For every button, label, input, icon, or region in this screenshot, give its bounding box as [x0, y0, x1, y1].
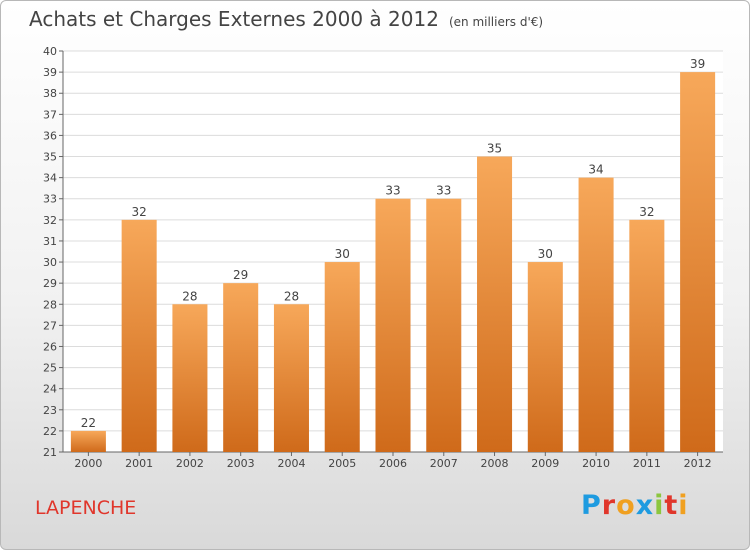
logo-letter: x: [635, 490, 655, 521]
y-tick-label: 25: [43, 362, 57, 375]
y-tick-label: 34: [43, 172, 57, 185]
x-tick-label: 2002: [176, 457, 204, 470]
bar: [70, 430, 106, 452]
x-tick-label: 2006: [379, 457, 407, 470]
logo-letter: r: [601, 490, 617, 521]
y-tick-label: 31: [43, 235, 57, 248]
x-tick-label: 2005: [328, 457, 356, 470]
bar-value-label: 34: [588, 163, 603, 177]
bar-value-label: 33: [385, 184, 400, 198]
x-tick-label: 2012: [684, 457, 712, 470]
x-tick-label: 2001: [125, 457, 153, 470]
y-tick-label: 38: [43, 87, 57, 100]
y-tick-label: 29: [43, 277, 57, 290]
x-tick-label: 2011: [633, 457, 661, 470]
logo-letter: o: [616, 490, 636, 521]
bar: [375, 198, 411, 452]
x-tick-label: 2004: [277, 457, 305, 470]
y-tick-label: 23: [43, 404, 57, 417]
logo-letter: i: [678, 490, 689, 521]
bar: [578, 177, 614, 452]
bar-value-label: 28: [284, 289, 299, 303]
logo-letter: i: [654, 490, 665, 521]
bar: [426, 198, 462, 452]
bar: [121, 219, 157, 452]
x-tick-label: 2007: [430, 457, 458, 470]
bar: [273, 304, 309, 452]
bar-value-label: 30: [538, 247, 553, 261]
bar: [223, 283, 259, 452]
bar-value-label: 22: [81, 416, 96, 430]
logo-letter: t: [664, 490, 679, 521]
chart-title: Achats et Charges Externes 2000 à 2012 (e…: [29, 7, 543, 31]
y-tick-label: 28: [43, 298, 57, 311]
place-name: LAPENCHE: [35, 497, 137, 519]
y-tick-label: 37: [43, 108, 57, 121]
bar-value-label: 28: [182, 289, 197, 303]
proxiti-logo: Proxiti: [581, 490, 689, 521]
bar: [527, 262, 563, 452]
y-tick-label: 39: [43, 66, 57, 79]
bar-value-label: 30: [335, 247, 350, 261]
x-tick-label: 2008: [481, 457, 509, 470]
logo-letter: P: [581, 490, 602, 521]
y-tick-label: 21: [43, 446, 57, 459]
y-tick-label: 26: [43, 340, 57, 353]
x-tick-label: 2003: [227, 457, 255, 470]
bar-value-label: 33: [436, 184, 451, 198]
x-tick-label: 2000: [74, 457, 102, 470]
bar: [324, 262, 360, 452]
y-tick-label: 32: [43, 214, 57, 227]
bar-value-label: 39: [690, 57, 705, 71]
bar: [172, 304, 208, 452]
bar-value-label: 32: [639, 205, 654, 219]
bar-value-label: 29: [233, 268, 248, 282]
bar-value-label: 35: [487, 142, 502, 156]
y-tick-label: 27: [43, 319, 57, 332]
bar: [477, 156, 513, 453]
y-tick-label: 24: [43, 383, 57, 396]
y-tick-label: 36: [43, 129, 57, 142]
y-tick-label: 30: [43, 256, 57, 269]
chart-title-text: Achats et Charges Externes 2000 à 2012: [29, 7, 439, 31]
bar-value-label: 32: [132, 205, 147, 219]
bar: [680, 72, 716, 453]
bar: [629, 219, 665, 452]
y-tick-label: 33: [43, 193, 57, 206]
x-tick-label: 2010: [582, 457, 610, 470]
y-tick-label: 35: [43, 151, 57, 164]
chart-unit: (en milliers d'€): [448, 15, 544, 29]
y-tick-label: 40: [43, 45, 57, 58]
x-tick-label: 2009: [531, 457, 559, 470]
y-tick-label: 22: [43, 425, 57, 438]
